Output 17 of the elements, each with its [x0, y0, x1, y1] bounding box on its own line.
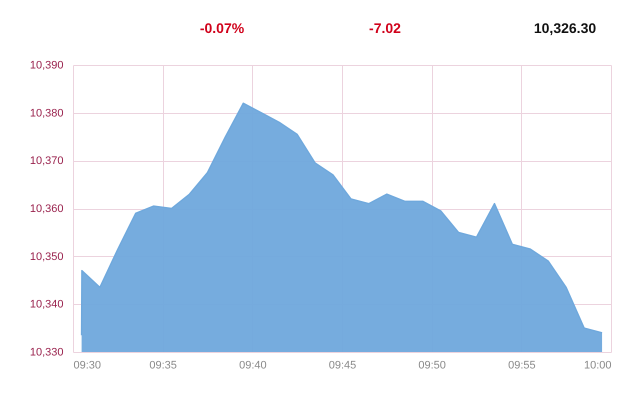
y-tick-label: 10,380 [30, 107, 64, 120]
y-tick-label: 10,330 [30, 346, 64, 358]
x-tick-label: 10:00 [584, 360, 612, 372]
x-tick-label: 09:55 [508, 360, 536, 372]
text: -7.02 [369, 20, 402, 36]
y-tick-label: 10,350 [30, 250, 64, 263]
x-tick-label: 09:40 [239, 360, 267, 372]
x-tick-label: 09:35 [149, 360, 177, 372]
text: 10,326.30 [534, 20, 596, 36]
text: -0.07% [200, 20, 245, 36]
y-tick-label: 10,360 [30, 203, 64, 215]
x-tick-label: 09:45 [328, 360, 356, 372]
y-tick-label: 10,340 [30, 298, 64, 311]
x-tick-label: 09:30 [74, 360, 102, 372]
x-tick-label: 09:50 [418, 360, 446, 372]
y-tick-label: 10,370 [30, 155, 64, 168]
y-tick-label: 10,390 [30, 60, 64, 72]
